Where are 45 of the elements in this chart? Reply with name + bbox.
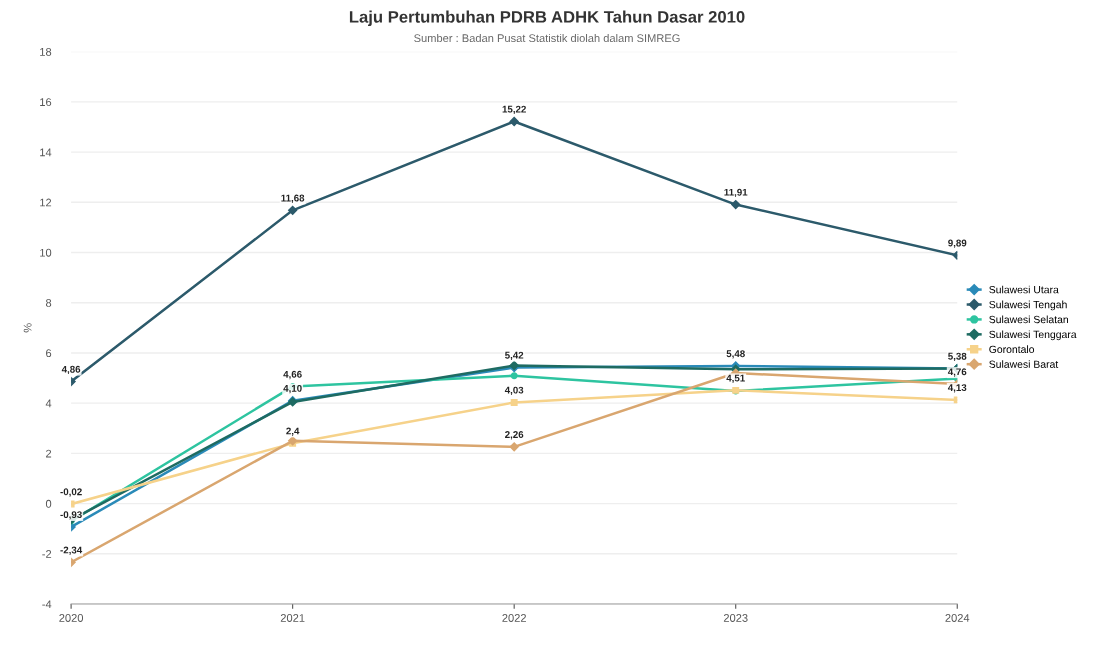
y-tick-label: 2 — [46, 449, 52, 458]
y-tick-label: 14 — [40, 148, 52, 157]
x-tick-label: 2021 — [280, 614, 305, 622]
legend-label: Sulawesi Tenggara — [989, 330, 1077, 341]
y-tick-label: 0 — [45, 499, 52, 508]
y-tick-label: -4 — [42, 600, 52, 609]
x-tick-label: 2022 — [502, 614, 526, 622]
y-tick-label: 4 — [45, 399, 52, 408]
data-label: 4,03 — [504, 386, 524, 395]
data-label: 4,86 — [61, 365, 81, 375]
legend-label: Gorontalo — [989, 345, 1035, 354]
chart-subtitle: Sumber : Badan Pusat Statistik diolah dalam SIMREG — [414, 33, 680, 43]
y-axis-title: % — [23, 323, 32, 333]
data-label: 11,68 — [281, 194, 305, 203]
chart-title: Laju Pertumbuhan PDRB ADHK Tahun Dasar 2010 — [349, 10, 745, 27]
x-tick-label: 2023 — [723, 614, 748, 622]
y-tick-label: 18 — [40, 47, 52, 56]
data-label: 4,76 — [947, 368, 967, 377]
y-tick-label: 8 — [45, 299, 52, 307]
y-tick-label: 10 — [40, 248, 52, 257]
data-label: 11,91 — [724, 188, 748, 198]
y-tick-label: 16 — [40, 98, 52, 107]
data-label: 2,26 — [505, 431, 524, 440]
data-label: 5,38 — [948, 352, 967, 362]
data-label: 4,51 — [726, 374, 745, 383]
data-label: 5,48 — [726, 350, 745, 359]
x-tick-label: 2020 — [59, 614, 84, 622]
data-label: 4,13 — [947, 384, 967, 393]
legend-label: Sulawesi Barat — [989, 360, 1059, 368]
data-label: 4,10 — [283, 384, 302, 394]
legend-label: Sulawesi Selatan — [989, 315, 1068, 324]
data-label: 2,4 — [286, 427, 300, 436]
x-tick-label: 2024 — [945, 614, 970, 622]
y-tick-label: 6 — [46, 349, 52, 358]
legend-label: Sulawesi Utara — [989, 285, 1059, 294]
y-tick-label: 12 — [40, 198, 52, 207]
data-label: 4,66 — [283, 370, 302, 380]
data-label: 9,89 — [948, 239, 967, 248]
data-label: 5,42 — [505, 351, 524, 361]
data-label: -2,34 — [60, 546, 83, 555]
data-label: 15,22 — [502, 105, 526, 115]
data-label: -0,02 — [60, 488, 82, 497]
data-label: -0,93 — [60, 511, 82, 520]
y-tick-label: -2 — [42, 550, 52, 558]
legend-label: Sulawesi Tengah — [989, 300, 1067, 311]
